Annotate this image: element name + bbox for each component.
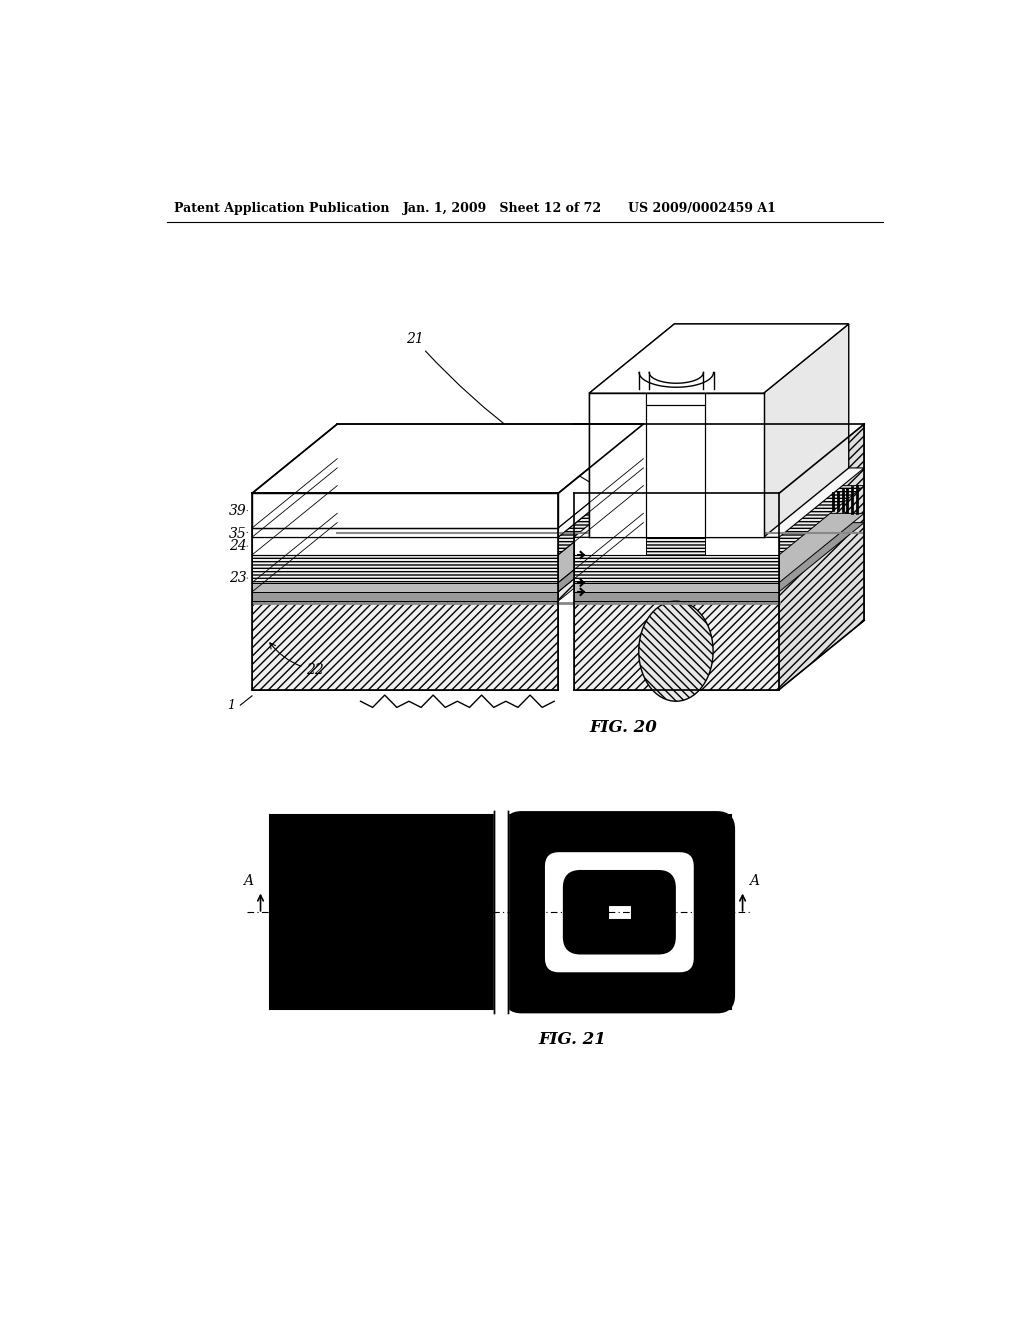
FancyBboxPatch shape	[505, 812, 734, 1012]
Text: 21: 21	[406, 333, 633, 506]
Polygon shape	[589, 393, 764, 537]
Polygon shape	[252, 523, 643, 591]
Text: 1: 1	[227, 700, 234, 711]
Text: FIG. 20: FIG. 20	[589, 719, 657, 737]
Polygon shape	[252, 494, 558, 528]
FancyBboxPatch shape	[563, 871, 675, 954]
Polygon shape	[252, 591, 558, 601]
Bar	[607, 906, 631, 919]
Polygon shape	[639, 601, 713, 701]
Text: 39: 39	[228, 504, 247, 517]
Polygon shape	[573, 532, 864, 601]
Polygon shape	[646, 537, 706, 554]
Polygon shape	[706, 393, 764, 537]
Polygon shape	[589, 323, 849, 393]
Polygon shape	[589, 323, 849, 393]
Polygon shape	[573, 469, 864, 537]
Polygon shape	[646, 537, 706, 554]
Text: 23: 23	[228, 572, 247, 585]
Polygon shape	[252, 486, 643, 554]
Polygon shape	[252, 582, 558, 591]
Bar	[508, 816, 731, 1010]
Text: Jan. 1, 2009   Sheet 12 of 72: Jan. 1, 2009 Sheet 12 of 72	[403, 202, 602, 215]
Bar	[270, 816, 494, 1010]
Text: A: A	[243, 874, 253, 888]
Polygon shape	[252, 513, 643, 582]
Text: 22: 22	[270, 643, 324, 677]
Text: Patent Application Publication: Patent Application Publication	[174, 202, 390, 215]
Polygon shape	[252, 601, 558, 689]
Polygon shape	[252, 424, 643, 494]
Polygon shape	[252, 469, 643, 537]
Polygon shape	[252, 537, 558, 554]
Polygon shape	[646, 405, 706, 537]
Polygon shape	[573, 513, 864, 582]
Polygon shape	[573, 486, 864, 554]
Polygon shape	[764, 323, 849, 537]
Text: A: A	[750, 874, 759, 888]
Polygon shape	[573, 591, 779, 601]
Text: 24: 24	[228, 539, 247, 553]
Polygon shape	[252, 459, 643, 528]
Polygon shape	[589, 393, 646, 537]
Polygon shape	[779, 424, 864, 689]
Polygon shape	[252, 554, 558, 582]
Polygon shape	[646, 393, 706, 405]
Polygon shape	[573, 554, 779, 582]
Polygon shape	[252, 532, 643, 601]
Polygon shape	[573, 537, 779, 554]
Text: US 2009/0002459 A1: US 2009/0002459 A1	[628, 202, 776, 215]
Polygon shape	[573, 601, 779, 689]
Polygon shape	[573, 523, 864, 591]
Text: 35: 35	[228, 527, 247, 541]
FancyBboxPatch shape	[545, 853, 693, 973]
Polygon shape	[573, 582, 779, 591]
Text: FIG. 21: FIG. 21	[539, 1031, 606, 1048]
Polygon shape	[252, 528, 558, 537]
